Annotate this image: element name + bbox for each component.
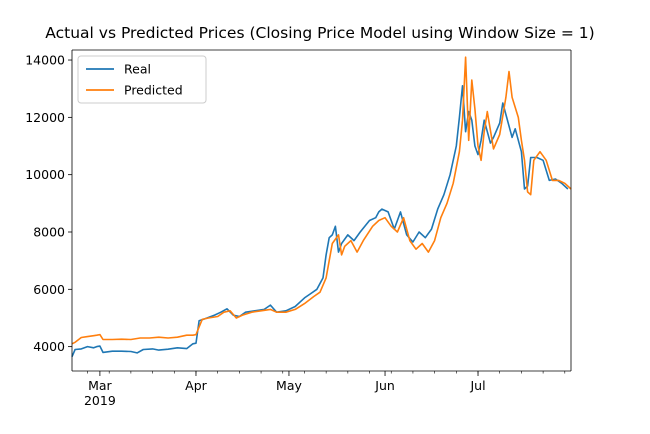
legend-label-real: Real bbox=[124, 62, 151, 77]
legend-box bbox=[77, 55, 207, 104]
x-tick-label: Mar bbox=[88, 378, 112, 393]
y-tick-label: 8000 bbox=[33, 224, 65, 239]
legend: Real Predicted bbox=[77, 55, 207, 104]
series-line-real bbox=[71, 85, 569, 358]
x-tick-label: May bbox=[276, 378, 302, 393]
series-line-predicted bbox=[71, 56, 572, 345]
y-tick-label: 4000 bbox=[33, 339, 65, 354]
x-tick-sublabel: 2019 bbox=[84, 393, 116, 408]
y-tick-label: 14000 bbox=[25, 53, 65, 68]
x-tick-label: Apr bbox=[185, 378, 207, 393]
series-layer bbox=[71, 56, 572, 358]
x-tick-label: Jun bbox=[374, 378, 395, 393]
y-tick-label: 6000 bbox=[33, 282, 65, 297]
y-tick-label: 10000 bbox=[25, 167, 65, 182]
chart-title: Actual vs Predicted Prices (Closing Pric… bbox=[45, 24, 594, 42]
legend-label-predicted: Predicted bbox=[124, 83, 183, 98]
x-tick-label: Jul bbox=[469, 378, 485, 393]
y-tick-label: 12000 bbox=[25, 110, 65, 125]
